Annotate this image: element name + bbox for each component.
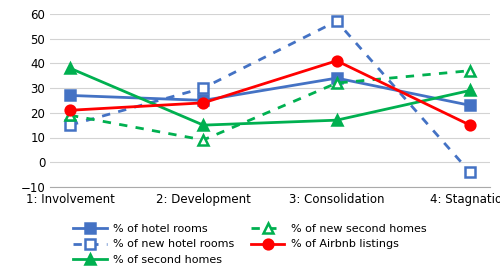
Legend: % of hotel rooms, % of new hotel rooms, % of second homes, % of new second homes: % of hotel rooms, % of new hotel rooms, … (69, 219, 431, 270)
